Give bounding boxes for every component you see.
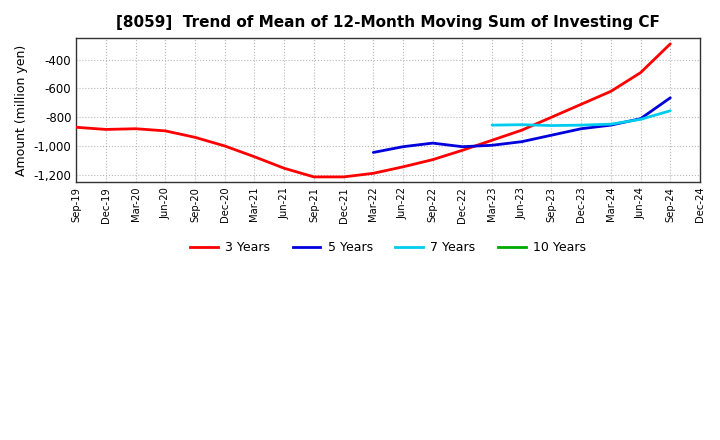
5 Years: [666, 95, 675, 100]
7 Years: [636, 117, 645, 122]
Line: 7 Years: 7 Years: [492, 111, 670, 125]
3 Years: [250, 154, 258, 159]
3 Years: [339, 174, 348, 180]
3 Years: [606, 89, 615, 94]
3 Years: [636, 70, 645, 75]
3 Years: [161, 128, 170, 133]
7 Years: [606, 121, 615, 127]
3 Years: [369, 171, 377, 176]
3 Years: [310, 174, 318, 180]
5 Years: [369, 150, 377, 155]
5 Years: [518, 139, 526, 144]
Line: 5 Years: 5 Years: [373, 98, 670, 152]
3 Years: [487, 138, 496, 143]
3 Years: [280, 165, 289, 171]
7 Years: [666, 108, 675, 114]
5 Years: [547, 132, 556, 138]
3 Years: [458, 148, 467, 153]
5 Years: [636, 116, 645, 121]
7 Years: [577, 122, 585, 128]
3 Years: [577, 102, 585, 107]
7 Years: [487, 122, 496, 128]
5 Years: [606, 122, 615, 128]
3 Years: [220, 143, 229, 149]
5 Years: [428, 140, 437, 146]
5 Years: [487, 143, 496, 148]
3 Years: [131, 126, 140, 132]
7 Years: [518, 122, 526, 127]
5 Years: [399, 144, 408, 149]
Y-axis label: Amount (million yen): Amount (million yen): [15, 44, 28, 176]
3 Years: [102, 127, 110, 132]
Title: [8059]  Trend of Mean of 12-Month Moving Sum of Investing CF: [8059] Trend of Mean of 12-Month Moving …: [116, 15, 660, 30]
3 Years: [72, 125, 81, 130]
3 Years: [666, 41, 675, 47]
3 Years: [428, 157, 437, 162]
5 Years: [577, 126, 585, 132]
3 Years: [547, 114, 556, 120]
7 Years: [547, 123, 556, 128]
3 Years: [399, 164, 408, 169]
Line: 3 Years: 3 Years: [76, 44, 670, 177]
Legend: 3 Years, 5 Years, 7 Years, 10 Years: 3 Years, 5 Years, 7 Years, 10 Years: [185, 236, 591, 259]
5 Years: [458, 144, 467, 149]
3 Years: [191, 135, 199, 140]
3 Years: [518, 128, 526, 133]
